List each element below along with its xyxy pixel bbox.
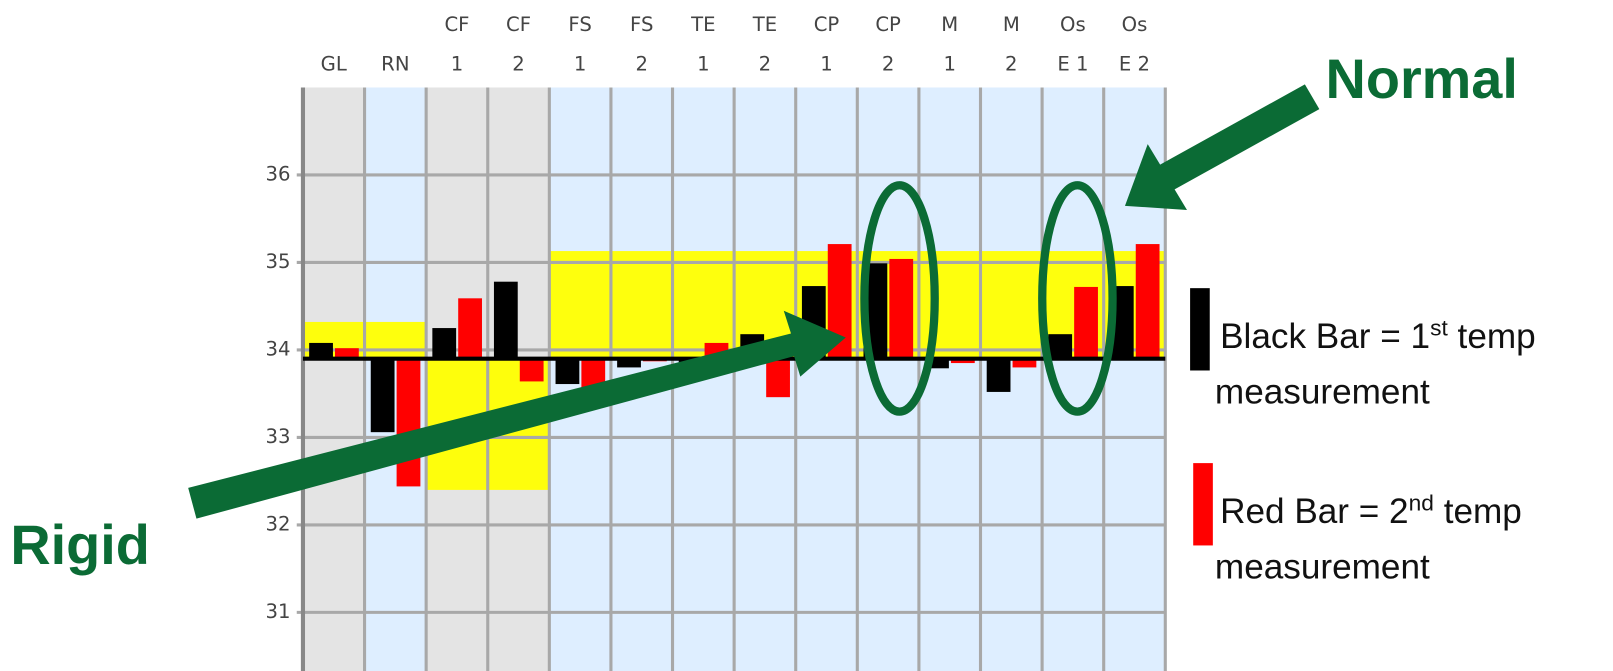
x-tick-label: 1 <box>697 52 709 75</box>
x-tick-label: 2 <box>882 52 894 75</box>
bar <box>950 358 975 364</box>
legend-swatch <box>1190 288 1210 371</box>
bar <box>432 328 457 359</box>
bar <box>493 281 518 359</box>
bar <box>766 358 790 398</box>
bar <box>370 358 395 433</box>
x-tick-label: 2 <box>1005 52 1017 75</box>
x-tick-label: RN <box>381 52 409 75</box>
bar <box>458 298 482 359</box>
legend-text: nd <box>1409 490 1434 516</box>
y-tick-label: 35 <box>266 250 291 273</box>
x-tick-label: 2 <box>759 52 771 75</box>
x-tick-label: CF <box>444 13 469 36</box>
highlight-ellipse <box>1038 181 1117 416</box>
y-tick-label: 31 <box>266 600 291 623</box>
column-bg <box>795 87 858 671</box>
bar <box>519 358 544 382</box>
annotations: Normal Rigid Black Bar = 1st tempmeasure… <box>10 48 1535 586</box>
x-tick-label: 2 <box>635 52 647 75</box>
arrow <box>188 310 846 519</box>
bar <box>617 358 641 368</box>
x-tick-label: CP <box>814 13 840 36</box>
x-tick-label: 1 <box>943 52 955 75</box>
bar <box>1012 358 1037 368</box>
x-tick-label: 2 <box>512 52 524 75</box>
bar <box>309 342 333 359</box>
legend-label: measurement <box>1215 547 1430 586</box>
bar <box>889 258 914 359</box>
x-tick-label: CF <box>506 13 531 36</box>
legend-text: st <box>1430 315 1448 341</box>
annotation: Rigid <box>10 514 150 576</box>
bar <box>555 358 580 385</box>
highlight-ellipse <box>860 181 939 416</box>
x-tick-label: Os <box>1122 13 1148 36</box>
x-tick-label: M <box>941 13 958 36</box>
plot-area: 31 32 33 34 35 36 GL RN CF 1 CF 2 FS 1 FS 2 TE 1 TE 2 CP 1 CP 2… <box>266 13 1167 671</box>
x-tick-label: TE <box>690 13 715 36</box>
column-bg <box>918 87 981 671</box>
bar <box>335 348 359 359</box>
x-tick-label: 1 <box>574 52 586 75</box>
x-tick-label: 1 <box>451 52 463 75</box>
annotation: Normal <box>1326 48 1518 110</box>
x-tick-label: FS <box>568 13 591 36</box>
legend-text: Red Bar = 2 <box>1220 492 1409 531</box>
x-tick-label: CP <box>875 13 901 36</box>
legend-label: Black Bar = 1st temp <box>1220 315 1536 356</box>
x-tick-label: 1 <box>820 52 832 75</box>
bar <box>827 244 852 359</box>
legend-swatch <box>1193 463 1213 546</box>
bar <box>925 358 949 369</box>
y-tick-label: 32 <box>266 512 291 535</box>
x-tick-label: TE <box>752 13 777 36</box>
x-tick-label: E 2 <box>1119 52 1150 75</box>
bar <box>1074 286 1098 359</box>
legend-label: measurement <box>1215 372 1430 411</box>
y-tick-label: 36 <box>266 162 291 185</box>
bar <box>396 358 421 487</box>
legend-text: temp <box>1434 492 1522 531</box>
legend-text: Black Bar = 1 <box>1220 317 1430 356</box>
x-tick-label: M <box>1003 13 1020 36</box>
bar <box>986 358 1011 392</box>
bar <box>1048 334 1073 359</box>
column-bg <box>302 87 365 671</box>
x-tick-label: FS <box>630 13 653 36</box>
arrow <box>1124 84 1320 210</box>
x-tick-label: Os <box>1060 13 1086 36</box>
x-tick-label: E 1 <box>1057 52 1088 75</box>
y-tick-label: 33 <box>266 425 291 448</box>
legend-text: temp <box>1448 317 1536 356</box>
y-tick-label: 34 <box>266 337 291 360</box>
bar <box>581 358 606 390</box>
legend-label: Red Bar = 2nd temp <box>1220 490 1522 531</box>
bar <box>1135 244 1160 359</box>
x-tick-label: GL <box>321 52 347 75</box>
